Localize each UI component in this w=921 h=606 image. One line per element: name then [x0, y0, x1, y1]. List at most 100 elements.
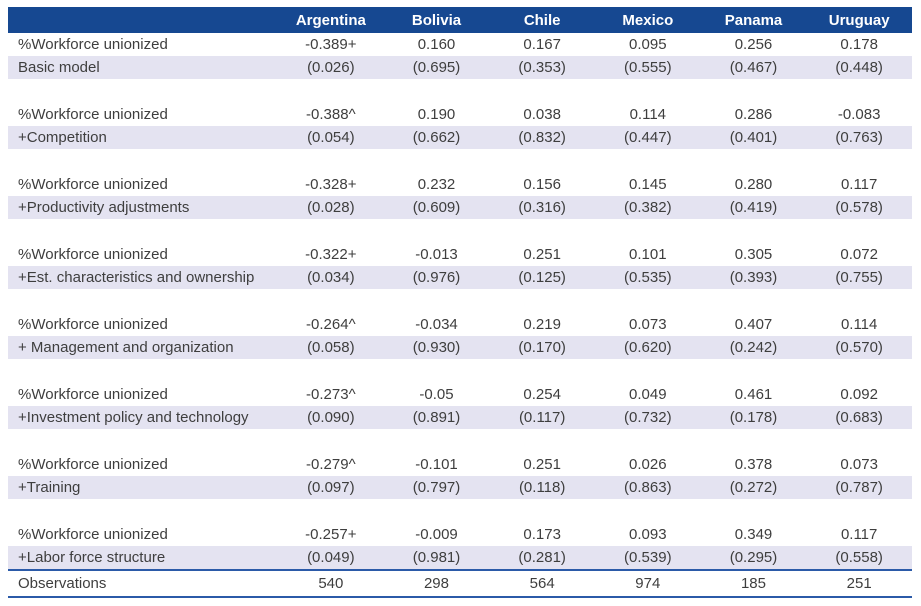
coef-cell: 0.286 — [734, 106, 773, 123]
coefficient-row: %Workforce unionized -0.388^ 0.190 0.038… — [8, 103, 912, 126]
coef-cell: -0.388^ — [306, 106, 356, 123]
coef-cell: -0.273^ — [306, 386, 356, 403]
pvalue-cell: (0.170) — [518, 339, 566, 356]
col-header-mexico: Mexico — [622, 11, 674, 29]
pvalue-cell: (0.118) — [518, 479, 566, 496]
coef-cell: 0.305 — [734, 246, 773, 263]
pvalue-cell: (0.401) — [729, 129, 778, 146]
coefficient-row: %Workforce unionized -0.264^ -0.034 0.21… — [8, 313, 912, 336]
pvalue-cell: (0.787) — [835, 479, 883, 496]
coef-cell: 0.156 — [523, 176, 561, 193]
coef-cell: 0.219 — [523, 316, 561, 333]
model-block: %Workforce unionized -0.389+ 0.160 0.167… — [8, 33, 912, 79]
pvalue-cell: (0.732) — [624, 409, 672, 426]
coef-cell: 0.101 — [629, 246, 667, 263]
coef-cell: -0.101 — [415, 456, 458, 473]
table-body: %Workforce unionized -0.389+ 0.160 0.167… — [8, 33, 912, 569]
col-header-uruguay: Uruguay — [828, 11, 890, 29]
coef-cell: 0.251 — [523, 456, 561, 473]
coefficient-row: %Workforce unionized -0.328+ 0.232 0.156… — [8, 173, 912, 196]
coef-cell: -0.05 — [419, 386, 454, 403]
pvalue-cell: (0.316) — [518, 199, 566, 216]
coef-cell: 0.232 — [417, 176, 456, 193]
model-row-label: +Investment policy and technology — [18, 409, 249, 426]
coef-cell: 0.178 — [840, 36, 878, 53]
coef-cell: 0.167 — [523, 36, 561, 53]
pvalue-cell: (0.570) — [835, 339, 883, 356]
model-row-label: +Est. characteristics and ownership — [18, 269, 255, 286]
coef-cell: 0.256 — [734, 36, 773, 53]
pvalue-cell: (0.028) — [307, 199, 355, 216]
coef-cell: 0.114 — [840, 316, 878, 333]
coef-cell: 0.160 — [417, 36, 456, 53]
observations-value: 974 — [635, 575, 661, 592]
pvalue-cell: (0.695) — [412, 59, 461, 76]
table-header-row: Argentina Bolivia Chile Mexico Panama Ur… — [8, 7, 912, 33]
coef-cell: -0.009 — [415, 526, 458, 543]
coef-cell: 0.461 — [734, 386, 773, 403]
coef-row-label: %Workforce unionized — [18, 316, 168, 333]
pvalue-cell: (0.353) — [518, 59, 566, 76]
pvalue-cell: (0.578) — [835, 199, 883, 216]
pvalue-cell: (0.281) — [518, 549, 566, 566]
pvalue-cell: (0.930) — [412, 339, 461, 356]
coef-row-label: %Workforce unionized — [18, 176, 168, 193]
model-row-label: +Competition — [18, 129, 107, 146]
coef-cell: 0.190 — [417, 106, 456, 123]
model-block: %Workforce unionized -0.264^ -0.034 0.21… — [8, 313, 912, 359]
pvalue-row: +Investment policy and technology (0.090… — [8, 406, 912, 429]
coef-cell: -0.322+ — [305, 246, 357, 263]
pvalue-cell: (0.448) — [835, 59, 883, 76]
pvalue-cell: (0.295) — [729, 549, 778, 566]
model-block: %Workforce unionized -0.388^ 0.190 0.038… — [8, 103, 912, 149]
pvalue-cell: (0.797) — [412, 479, 461, 496]
pvalue-cell: (0.382) — [624, 199, 672, 216]
coefficient-row: %Workforce unionized -0.279^ -0.101 0.25… — [8, 453, 912, 476]
coef-cell: 0.073 — [840, 456, 878, 473]
pvalue-cell: (0.242) — [729, 339, 778, 356]
pvalue-cell: (0.097) — [307, 479, 355, 496]
coef-cell: 0.093 — [629, 526, 667, 543]
col-header-chile: Chile — [523, 11, 561, 29]
pvalue-cell: (0.535) — [624, 269, 672, 286]
pvalue-row: +Productivity adjustments (0.028) (0.609… — [8, 196, 912, 219]
coef-cell: 0.173 — [523, 526, 561, 543]
pvalue-cell: (0.272) — [729, 479, 778, 496]
pvalue-cell: (0.558) — [835, 549, 883, 566]
pvalue-cell: (0.090) — [307, 409, 355, 426]
coef-row-label: %Workforce unionized — [18, 386, 168, 403]
coef-cell: 0.049 — [629, 386, 667, 403]
pvalue-cell: (0.555) — [624, 59, 672, 76]
coef-cell: 0.073 — [629, 316, 667, 333]
coefficient-row: %Workforce unionized -0.257+ -0.009 0.17… — [8, 523, 912, 546]
coef-cell: -0.328+ — [305, 176, 357, 193]
model-row-label: +Labor force structure — [18, 549, 166, 566]
pvalue-cell: (0.976) — [412, 269, 461, 286]
coef-cell: 0.407 — [734, 316, 773, 333]
model-block: %Workforce unionized -0.273^ -0.05 0.254… — [8, 383, 912, 429]
coef-cell: 0.280 — [734, 176, 773, 193]
pvalue-cell: (0.054) — [307, 129, 355, 146]
pvalue-cell: (0.058) — [307, 339, 355, 356]
coef-cell: 0.145 — [629, 176, 667, 193]
model-block: %Workforce unionized -0.279^ -0.101 0.25… — [8, 453, 912, 499]
coefficient-row: %Workforce unionized -0.273^ -0.05 0.254… — [8, 383, 912, 406]
model-block: %Workforce unionized -0.257+ -0.009 0.17… — [8, 523, 912, 569]
observations-label: Observations — [18, 575, 107, 592]
model-block: %Workforce unionized -0.328+ 0.232 0.156… — [8, 173, 912, 219]
coef-cell: 0.038 — [523, 106, 561, 123]
pvalue-cell: (0.662) — [412, 129, 461, 146]
coefficient-row: %Workforce unionized -0.322+ -0.013 0.25… — [8, 243, 912, 266]
coef-cell: 0.072 — [840, 246, 878, 263]
coef-cell: -0.279^ — [306, 456, 356, 473]
model-row-label: Basic model — [18, 59, 100, 76]
observations-value: 540 — [318, 575, 344, 592]
coef-row-label: %Workforce unionized — [18, 246, 168, 263]
pvalue-cell: (0.178) — [729, 409, 778, 426]
pvalue-cell: (0.891) — [412, 409, 461, 426]
pvalue-row: +Est. characteristics and ownership (0.0… — [8, 266, 912, 289]
pvalue-cell: (0.755) — [835, 269, 883, 286]
coef-cell: -0.389+ — [305, 36, 357, 53]
pvalue-cell: (0.539) — [624, 549, 672, 566]
